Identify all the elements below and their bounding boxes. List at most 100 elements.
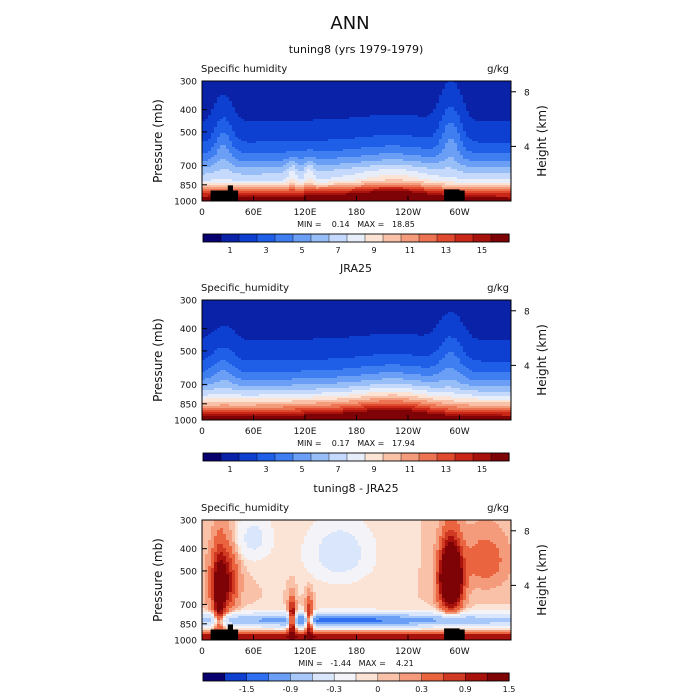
- field-cell: [319, 99, 323, 102]
- field-cell: [478, 153, 482, 156]
- field-cell: [328, 91, 332, 94]
- field-cell: [451, 107, 455, 110]
- field-cell: [487, 117, 491, 120]
- field-cell: [406, 175, 410, 178]
- field-cell: [202, 105, 206, 108]
- field-cell: [454, 151, 458, 154]
- field-cell: [481, 161, 485, 164]
- field-cell: [370, 173, 374, 176]
- field-cell: [346, 99, 350, 102]
- field-cell: [322, 151, 326, 154]
- field-cell: [232, 85, 236, 88]
- field-cell: [280, 149, 284, 152]
- field-cell: [229, 113, 233, 116]
- field-cell: [286, 167, 290, 170]
- field-cell: [331, 169, 335, 172]
- field-cell: [472, 113, 476, 116]
- field-cell: [202, 151, 206, 154]
- field-cell: [508, 131, 511, 134]
- field-cell: [412, 143, 416, 146]
- field-cell: [340, 159, 344, 162]
- field-cell: [244, 123, 248, 126]
- field-cell: [301, 149, 305, 152]
- field-cell: [328, 95, 332, 98]
- field-cell: [418, 161, 422, 164]
- field-cell: [343, 101, 347, 104]
- field-cell: [445, 117, 449, 120]
- field-cell: [235, 141, 239, 144]
- field-cell: [211, 119, 215, 122]
- field-cell: [415, 153, 419, 156]
- field-cell: [271, 163, 275, 166]
- field-cell: [289, 123, 293, 126]
- field-cell: [445, 105, 449, 108]
- field-cell: [391, 149, 395, 152]
- field-cell: [388, 121, 392, 124]
- field-cell: [277, 147, 281, 150]
- field-cell: [286, 149, 290, 152]
- field-cell: [256, 177, 260, 180]
- field-cell: [457, 143, 461, 146]
- field-cell: [472, 171, 476, 174]
- field-cell: [235, 103, 239, 106]
- field-cell: [472, 155, 476, 158]
- field-cell: [508, 141, 511, 144]
- field-cell: [454, 81, 458, 84]
- field-cell: [478, 115, 482, 118]
- field-cell: [484, 171, 488, 174]
- field-cell: [325, 127, 329, 130]
- field-cell: [301, 125, 305, 128]
- field-cell: [247, 135, 251, 138]
- field-cell: [205, 161, 209, 164]
- field-cell: [505, 159, 509, 162]
- field-cell: [355, 149, 359, 152]
- field-cell: [361, 129, 365, 132]
- field-cell: [229, 167, 233, 170]
- field-cell: [253, 177, 257, 180]
- field-cell: [412, 157, 416, 160]
- field-cell: [397, 85, 401, 88]
- field-cell: [223, 147, 227, 150]
- field-cell: [268, 145, 272, 148]
- field-cell: [445, 109, 449, 112]
- field-cell: [379, 169, 383, 172]
- field-cell: [343, 93, 347, 96]
- field-cell: [349, 173, 353, 176]
- field-cell: [475, 155, 479, 158]
- field-cell: [379, 149, 383, 152]
- field-cell: [403, 123, 407, 126]
- field-cell: [451, 151, 455, 154]
- field-cell: [424, 119, 428, 122]
- field-cell: [496, 91, 500, 94]
- field-cell: [244, 155, 248, 158]
- field-cell: [229, 89, 233, 92]
- field-cell: [262, 117, 266, 120]
- field-cell: [232, 177, 236, 180]
- field-cell: [472, 125, 476, 128]
- field-cell: [247, 139, 251, 142]
- field-cell: [250, 147, 254, 150]
- field-cell: [364, 165, 368, 168]
- field-cell: [211, 109, 215, 112]
- field-cell: [442, 103, 446, 106]
- field-cell: [295, 101, 299, 104]
- field-cell: [280, 95, 284, 98]
- field-cell: [364, 129, 368, 132]
- field-cell: [388, 97, 392, 100]
- field-cell: [265, 135, 269, 138]
- field-cell: [505, 161, 509, 164]
- field-cell: [376, 95, 380, 98]
- field-cell: [394, 169, 398, 172]
- field-cell: [277, 173, 281, 176]
- field-cell: [262, 175, 266, 178]
- field-cell: [397, 133, 401, 136]
- field-cell: [460, 143, 464, 146]
- field-cell: [340, 129, 344, 132]
- field-cell: [391, 101, 395, 104]
- field-cell: [433, 173, 437, 176]
- field-cell: [328, 85, 332, 88]
- field-cell: [385, 107, 389, 110]
- field-cell: [376, 157, 380, 160]
- field-cell: [211, 171, 215, 174]
- field-cell: [382, 141, 386, 144]
